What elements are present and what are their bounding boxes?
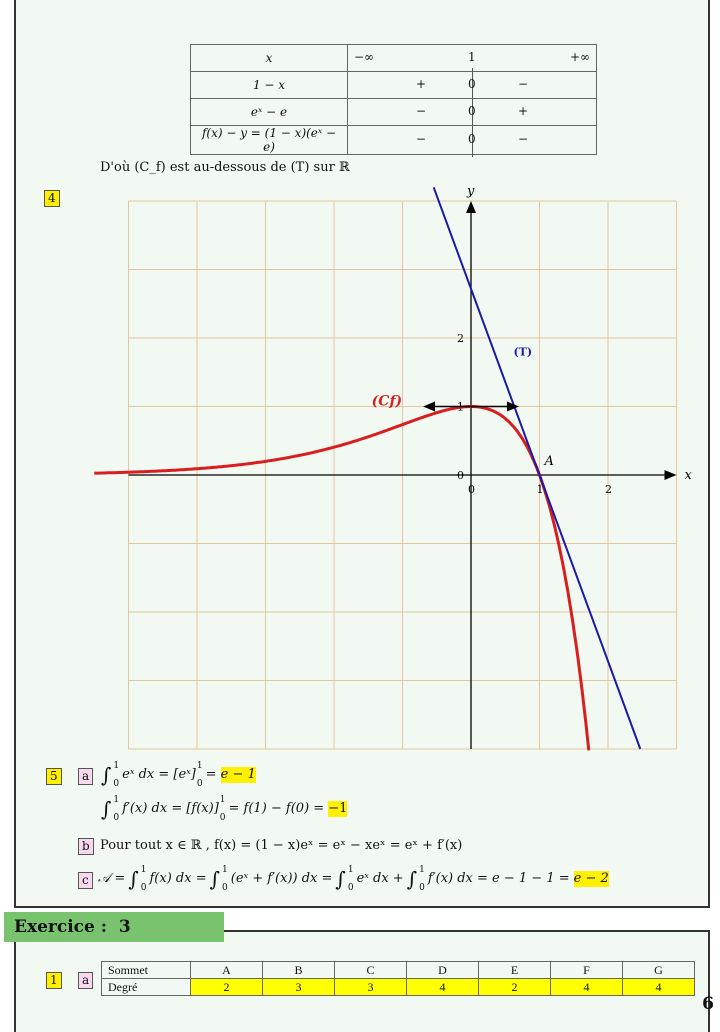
integral-sign: ∫ xyxy=(101,763,112,787)
conclusion-text: D'où (C_f) est au-dessous de (T) sur ℝ xyxy=(100,160,350,175)
tangent-line-t xyxy=(432,186,642,750)
part-a-label: a xyxy=(78,972,94,989)
page-number: 6 xyxy=(702,994,714,1014)
sign-left: + xyxy=(416,77,427,91)
degree-cell: 4 xyxy=(550,978,623,996)
x-tick-label: 0 xyxy=(468,483,475,496)
sign-zero: 0 xyxy=(468,104,476,118)
minus-infinity: −∞ xyxy=(354,50,375,64)
curve-cf xyxy=(94,405,591,751)
function-graph: xy012012(Cf)(T)A xyxy=(94,184,693,751)
arrow-right-icon xyxy=(506,401,519,412)
sign-right: + xyxy=(518,104,529,118)
vertex-cell: A xyxy=(190,961,263,979)
part-c-label: c xyxy=(78,872,93,889)
vertex-cell: D xyxy=(406,961,479,979)
degree-cell: 2 xyxy=(478,978,551,996)
degree-table: Sommet A B C D E F G Degré 2 3 3 4 2 4 4 xyxy=(101,961,695,996)
sign-left: − xyxy=(416,104,427,118)
vertex-cell: B xyxy=(262,961,335,979)
curve-label-cf: (Cf) xyxy=(372,394,402,410)
x-tick-label: 2 xyxy=(605,483,612,496)
question-number-4: 4 xyxy=(44,190,60,207)
y-tick-label: 2 xyxy=(457,332,464,345)
sign-zero: 0 xyxy=(468,77,476,91)
equation-5a-2: ∫ 1 0 f′(x) dx = [f(x)] 1 0 = f(1) − f(0) = −1 xyxy=(101,795,348,823)
tangent-label-t: (T) xyxy=(513,346,532,359)
x-tick-label: 1 xyxy=(537,483,544,496)
integral-sign: ∫ xyxy=(101,797,112,821)
vertex-cell: C xyxy=(334,961,407,979)
integral-sign: ∫ xyxy=(335,867,346,891)
integral-sign: ∫ xyxy=(128,867,139,891)
sign-table-header-label: x xyxy=(190,44,348,72)
sign-right: − xyxy=(518,132,529,146)
degree-cell: 2 xyxy=(190,978,263,996)
integral-sign: ∫ xyxy=(406,867,418,891)
exercise-number: 3 xyxy=(118,917,131,937)
vertex-cell: E xyxy=(478,961,551,979)
x-axis-label: x xyxy=(685,468,693,483)
question-number-5: 5 xyxy=(46,768,62,785)
sign-zero: 0 xyxy=(468,132,476,146)
sign-left: − xyxy=(416,132,427,146)
row-label: eˣ − e xyxy=(190,98,348,126)
y-tick-label: 0 xyxy=(457,469,464,482)
row-label: f(x) − y = (1 − x)(eˣ − e) xyxy=(190,125,348,155)
y-axis-arrow-icon xyxy=(466,201,476,213)
part-a-label: a xyxy=(78,768,94,785)
critical-value: 1 xyxy=(468,50,476,64)
equation-5a-1: ∫ 1 0 eˣ dx = [eˣ] 1 0 = e − 1 xyxy=(101,761,256,789)
sign-table: x −∞ 1 +∞ 1 − x + 0 − eˣ − e − 0 + f(x) … xyxy=(190,44,597,157)
degree-cell: 3 xyxy=(334,978,407,996)
equation-5b: Pour tout x ∈ ℝ , f(x) = (1 − x)eˣ = eˣ … xyxy=(100,838,463,853)
question-number-1: 1 xyxy=(46,972,62,989)
degree-cell: 3 xyxy=(262,978,335,996)
exercise-3-header: Exercice : 3 xyxy=(4,912,224,942)
y-axis-label: y xyxy=(466,184,475,199)
x-axis-arrow-icon xyxy=(664,470,677,480)
vertex-cell: G xyxy=(622,961,695,979)
sign-right: − xyxy=(518,77,529,91)
part-b-label: b xyxy=(78,838,94,855)
exercise-title: Exercice : xyxy=(14,917,108,937)
vertex-cell: F xyxy=(550,961,623,979)
degree-cell: 4 xyxy=(622,978,695,996)
integral-sign: ∫ xyxy=(209,867,221,891)
degree-cell: 4 xyxy=(406,978,479,996)
degre-label: Degré xyxy=(101,978,191,996)
equation-5c: 𝒜 = ∫ 1 0 f(x) dx = ∫ 1 0 (eˣ + f′(x)) dx = ∫ 1 0 eˣ… xyxy=(98,865,609,893)
plus-infinity: +∞ xyxy=(569,50,590,64)
sommet-label: Sommet xyxy=(101,961,191,979)
arrow-left-icon xyxy=(423,401,436,412)
point-a-label: A xyxy=(544,454,554,469)
